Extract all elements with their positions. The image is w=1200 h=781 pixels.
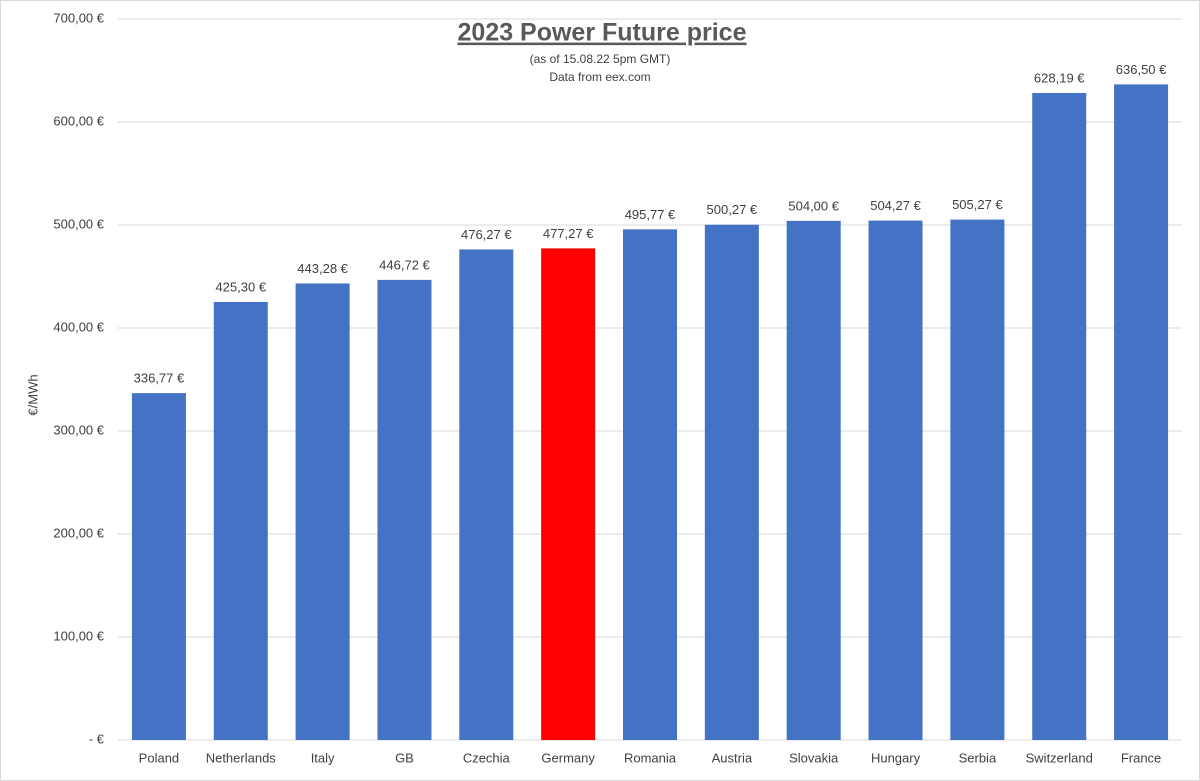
bar [950,219,1005,740]
bar [1114,84,1169,740]
y-tick-label: - € [89,731,105,746]
x-tick-label: Italy [311,750,335,765]
x-tick-label: France [1121,750,1161,765]
value-label: 425,30 € [215,279,266,294]
x-tick-label: Austria [712,750,753,765]
value-label: 443,28 € [297,261,348,276]
chart-subtitle: Data from eex.com [549,70,650,84]
x-tick-label: GB [395,750,414,765]
value-label: 500,27 € [707,202,758,217]
bar [623,229,677,740]
y-tick-label: 300,00 € [53,422,104,437]
x-tick-label: Serbia [959,750,997,765]
value-label: 504,27 € [870,198,921,213]
value-label: 446,72 € [379,257,430,272]
y-axis-label: €/MWh [25,374,40,415]
value-label: 628,19 € [1034,70,1085,85]
bar [541,248,596,740]
bar [704,224,759,740]
x-tick-label: Czechia [463,750,511,765]
value-label: 636,50 € [1116,62,1167,77]
bar [131,393,186,740]
chart-subtitle: (as of 15.08.22 5pm GMT) [530,52,671,66]
x-tick-label: Slovakia [789,750,839,765]
value-label: 495,77 € [625,207,676,222]
bar [377,279,432,740]
bar [295,283,350,740]
chart-title: 2023 Power Future price [457,19,746,47]
bar [459,249,514,740]
bar [213,301,268,740]
x-tick-label: Netherlands [206,750,277,765]
y-tick-label: 600,00 € [53,113,104,128]
y-tick-label: 500,00 € [53,216,104,231]
y-tick-label: 400,00 € [53,319,104,334]
y-tick-label: 100,00 € [53,628,104,643]
x-tick-label: Romania [624,750,677,765]
x-tick-label: Poland [139,750,179,765]
value-label: 505,27 € [952,197,1003,212]
y-tick-label: 200,00 € [53,525,104,540]
bar [1032,92,1087,741]
y-tick-label: 700,00 € [53,10,104,25]
x-tick-label: Hungary [871,750,921,765]
value-label: 476,27 € [461,227,512,242]
value-label: 336,77 € [134,371,185,386]
value-label: 504,00 € [788,198,839,213]
bar [786,220,841,740]
x-tick-label: Switzerland [1026,750,1093,765]
value-label: 477,27 € [543,226,594,241]
x-tick-label: Germany [541,750,595,765]
bar [868,220,923,740]
